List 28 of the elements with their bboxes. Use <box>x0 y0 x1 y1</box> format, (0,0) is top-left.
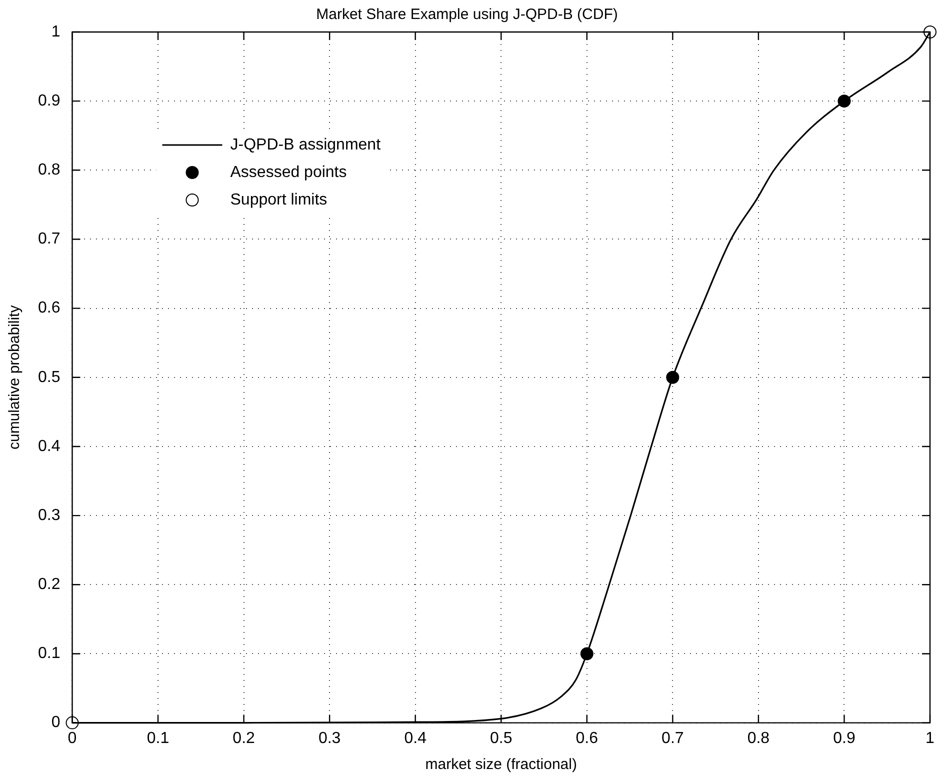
x-tick-label: 0.8 <box>747 730 770 747</box>
y-tick-label: 0.5 <box>38 368 60 386</box>
y-tick-label: 0.2 <box>38 576 60 594</box>
y-tick-label: 0.9 <box>38 92 60 110</box>
x-tick-label: 0.3 <box>318 730 341 747</box>
y-tick-label: 0.8 <box>38 162 60 179</box>
x-tick-label: 0.1 <box>146 730 170 747</box>
x-tick-label: 0.9 <box>833 730 856 747</box>
y-axis-title: cumulative probability <box>6 304 24 450</box>
x-tick-label: 0.7 <box>662 730 684 747</box>
y-tick-label: 0 <box>51 714 60 732</box>
legend-label: Assessed points <box>230 164 347 181</box>
x-tick-label: 0 <box>68 730 77 747</box>
x-tick-label: 0.5 <box>490 730 512 747</box>
x-tick-label: 0.4 <box>404 730 427 747</box>
y-tick-label: 1 <box>51 23 60 40</box>
y-tick-label: 0.1 <box>38 645 60 662</box>
y-tick-label: 0.7 <box>38 230 60 248</box>
legend-label: Support limits <box>230 191 328 208</box>
y-tick-label: 0.6 <box>38 300 60 317</box>
x-tick-label: 0.6 <box>576 730 598 747</box>
x-tick-label: 1 <box>926 730 935 747</box>
chart-title: Market Share Example using J-QPD-B (CDF) <box>316 6 618 24</box>
x-axis-title: market size (fractional) <box>425 756 577 774</box>
legend-label: J-QPD-B assignment <box>230 136 382 154</box>
y-tick-label: 0.3 <box>38 506 60 524</box>
y-tick-label: 0.4 <box>38 438 60 455</box>
x-tick-label: 0.2 <box>232 730 256 747</box>
